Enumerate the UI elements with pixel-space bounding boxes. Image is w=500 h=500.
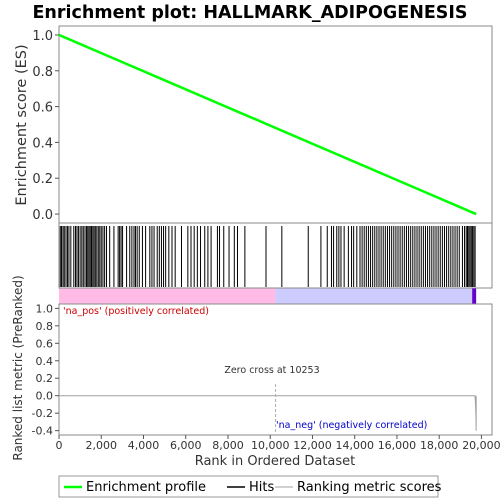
es-y-tick-label: 0.8 [32, 65, 53, 80]
x-tick-label: 0 [56, 439, 63, 452]
zero-cross-label: Zero cross at 10253 [224, 365, 319, 376]
metric-y-tick-label: 0.0 [36, 390, 54, 403]
metric-y-tick-label: 0.4 [36, 355, 54, 368]
x-tick-label: 8,000 [212, 439, 244, 452]
legend-label-metric: Ranking metric scores [297, 480, 442, 495]
x-tick-label: 18,000 [420, 439, 459, 452]
metric-panel [58, 303, 493, 436]
es-y-tick-label: 0.4 [32, 136, 53, 151]
hits-panel [58, 222, 493, 289]
es-y-tick-label: 1.0 [32, 29, 53, 44]
legend-label-hits: Hits [249, 480, 274, 495]
x-tick-label: 6,000 [170, 439, 202, 452]
x-tick-label: 4,000 [128, 439, 160, 452]
negative-band-end [472, 288, 477, 304]
metric-y-tick-label: 0.2 [36, 372, 54, 385]
metric-y-tick-label: -0.4 [32, 425, 53, 438]
x-tick-label: 16,000 [378, 439, 417, 452]
es-y-ticks: 0.0 0.2 0.4 0.6 0.8 1.0 [32, 29, 59, 223]
es-y-tick-label: 0.6 [32, 101, 53, 116]
x-tick-label: 14,000 [335, 439, 374, 452]
metric-x-ticks: 0 2,000 4,000 6,000 8,000 10,000 12,000 14,000 1… [56, 435, 500, 452]
negative-band [275, 288, 473, 304]
x-tick-label: 20,000 [462, 439, 500, 452]
legend-box [58, 475, 439, 498]
es-y-tick-label: 0.2 [32, 172, 53, 187]
chart-title: Enrichment plot: HALLMARK_ADIPOGENESIS [32, 3, 467, 23]
legend-label-enrichment: Enrichment profile [86, 480, 206, 495]
metric-y-axis-title: Ranked list metric (PreRanked) [11, 275, 25, 460]
metric-y-tick-label: 0.8 [36, 320, 54, 333]
es-y-tick-label: 0.0 [32, 208, 53, 223]
negative-correlation-label: 'na_neg' (negatively correlated) [276, 420, 427, 431]
ranking-metric-area [59, 395, 477, 431]
positive-correlation-label: 'na_pos' (positively correlated) [63, 306, 209, 317]
metric-y-tick-label: 1.0 [36, 302, 54, 315]
metric-y-tick-label: 0.6 [36, 337, 54, 350]
metric-y-tick-label: -0.2 [32, 407, 53, 420]
x-tick-label: 10,000 [251, 439, 290, 452]
x-tick-label: 2,000 [85, 439, 117, 452]
hit-markers [59, 226, 476, 287]
enrichment-profile-line [58, 33, 477, 216]
x-tick-label: 12,000 [293, 439, 332, 452]
x-axis-title: Rank in Ordered Dataset [195, 454, 356, 469]
rank-color-band [59, 287, 492, 304]
positive-band [59, 288, 276, 304]
es-y-axis-title: Enrichment score (ES) [14, 44, 30, 205]
metric-y-ticks: -0.4 -0.2 0.0 0.2 0.4 0.6 0.8 1.0 [32, 302, 59, 438]
